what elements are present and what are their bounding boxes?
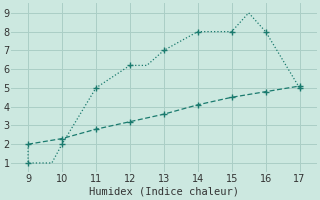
X-axis label: Humidex (Indice chaleur): Humidex (Indice chaleur) bbox=[89, 187, 239, 197]
